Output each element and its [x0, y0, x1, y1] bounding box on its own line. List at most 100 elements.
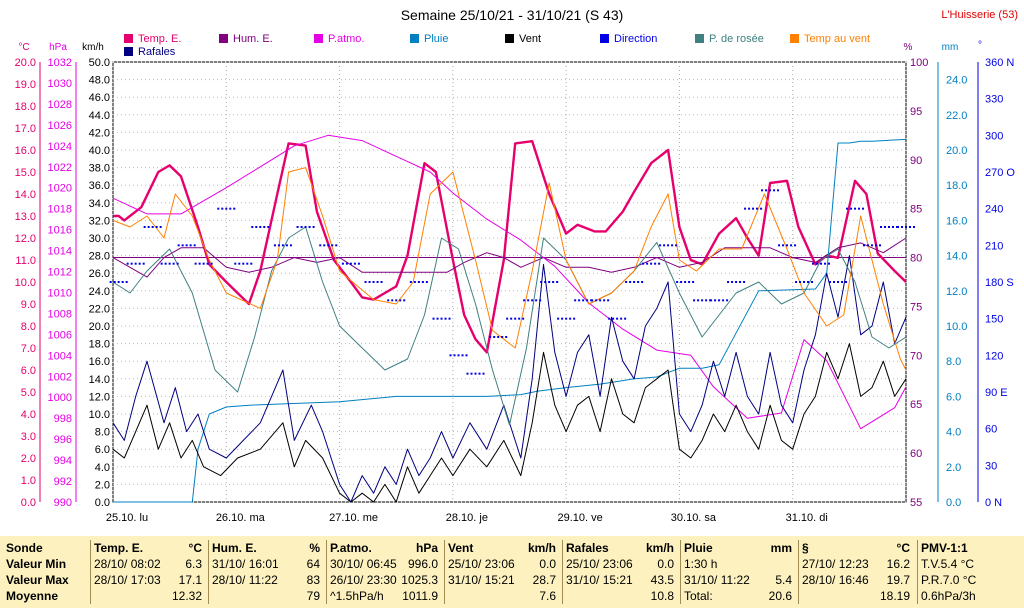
min-time: 30/10/ 06:45 — [330, 557, 397, 571]
series-line-vent — [112, 343, 907, 503]
direction-point — [417, 281, 420, 283]
humidity-unit: % — [904, 42, 913, 53]
max-value: 43.5 — [650, 573, 674, 587]
column-name: Hum. E. — [212, 541, 257, 555]
rain-tick-label: 16.0 — [946, 215, 967, 227]
summary-column: Pluie mm 1:30 h 31/10/ 11:22 5.4 Total: 20.6 — [684, 540, 796, 604]
rain-tick-label: 0.0 — [946, 497, 961, 509]
wind-tick-label: 0.0 — [95, 497, 110, 509]
direction-point — [765, 189, 768, 192]
wind-tick-label: 16.0 — [89, 356, 110, 368]
direction-point — [238, 262, 241, 265]
direction-point — [616, 317, 619, 320]
direction-point — [578, 299, 581, 302]
direction-point — [478, 372, 481, 375]
series-line-rafales — [112, 255, 907, 503]
temp-tick-label: 9.0 — [21, 299, 36, 311]
x-axis-labels: 25.10. lu 26.10. ma 27.10. me 28.10. je 29.1… — [106, 512, 828, 524]
humidity-tick-label: 75 — [910, 301, 922, 313]
direction-point — [246, 262, 249, 265]
humidity-tick-label: 65 — [910, 399, 922, 411]
direction-point — [888, 226, 891, 228]
temp-tick-label: 4.0 — [21, 409, 36, 421]
direction-point — [833, 281, 836, 283]
direction-point — [281, 244, 284, 247]
pressure-tick-label: 1008 — [48, 308, 72, 320]
row-label-min: Valeur Min — [6, 557, 67, 571]
column-name: P.atmo. — [330, 541, 372, 555]
column-unit: °C — [188, 541, 202, 555]
direction-point — [461, 354, 464, 357]
direction-tick-label: 240 — [985, 204, 1003, 216]
temp-tick-label: 2.0 — [21, 453, 36, 465]
wind-tick-label: 2.0 — [95, 479, 110, 491]
max-time: 31/10/ 15:21 — [566, 573, 633, 587]
column-name: Pluie — [684, 541, 713, 555]
summary-row-labels: Sonde Valeur Min Valeur Max Moyenne — [6, 540, 88, 604]
direction-tick-label: 270 O — [985, 167, 1015, 179]
min-value: 16.2 — [886, 557, 910, 571]
direction-point — [440, 317, 443, 320]
temp-tick-label: 0.0 — [21, 497, 36, 509]
direction-point — [497, 336, 500, 338]
direction-point — [527, 299, 530, 302]
station-name: L'Huisserie (53) — [941, 9, 1018, 21]
direction-point — [658, 262, 661, 265]
legend-label: Temp. E. — [138, 33, 181, 45]
direction-point — [790, 244, 793, 247]
avg-value: 18.19 — [879, 589, 910, 603]
pressure-tick-label: 1010 — [48, 287, 72, 299]
direction-point — [391, 299, 394, 302]
direction-tick-label: 330 — [985, 94, 1003, 106]
direction-point — [482, 372, 485, 375]
direction-point — [756, 207, 759, 210]
pressure-tick-label: 1000 — [48, 392, 72, 404]
direction-point — [692, 281, 695, 283]
avg-value: 12.32 — [171, 589, 202, 603]
rain-tick-label: 10.0 — [946, 321, 967, 333]
column-name: § — [802, 541, 809, 555]
temp-tick-label: 6.0 — [21, 365, 36, 377]
wind-tick-label: 26.0 — [89, 268, 110, 280]
avg-value: 1011.9 — [402, 589, 438, 603]
direction-point — [629, 281, 632, 283]
direction-point — [470, 372, 473, 375]
direction-point — [117, 281, 120, 283]
direction-point — [255, 226, 258, 228]
avg-value: 7.6 — [539, 589, 556, 603]
rain-tick-label: 18.0 — [946, 180, 967, 192]
legend-swatch — [790, 34, 799, 43]
direction-point — [748, 207, 751, 210]
wind-tick-label: 4.0 — [95, 462, 110, 474]
direction-point — [624, 317, 627, 320]
wind-tick-label: 8.0 — [95, 427, 110, 439]
direction-point — [138, 262, 141, 265]
direction-point — [130, 262, 133, 265]
max-value: 17.1 — [178, 573, 202, 587]
direction-point — [380, 281, 383, 283]
summary-column: Vent km/h 25/10/ 23:06 0.0 31/10/ 15:21 28.7 7… — [448, 540, 560, 604]
direction-point — [726, 299, 729, 302]
legend-label: Vent — [519, 33, 541, 45]
row-label-max: Valeur Max — [6, 573, 69, 587]
wind-tick-label: 20.0 — [89, 321, 110, 333]
direction-point — [901, 226, 903, 228]
wind-tick-label: 12.0 — [89, 391, 110, 403]
direction-point — [304, 226, 307, 228]
direction-point — [739, 281, 742, 283]
direction-point — [221, 207, 224, 210]
direction-point — [858, 207, 861, 210]
series-line-p-atmo — [112, 134, 907, 430]
direction-point — [608, 317, 611, 320]
pressure-tick-label: 1018 — [48, 204, 72, 216]
direction-point — [633, 281, 636, 283]
direction-point — [557, 317, 560, 320]
legend-label: P. de rosée — [709, 33, 764, 45]
direction-point — [289, 244, 292, 247]
column-unit: km/h — [527, 541, 556, 555]
direction-point — [457, 354, 460, 357]
direction-point — [242, 262, 245, 265]
direction-tick-label: 210 — [985, 240, 1003, 252]
direction-tick-label: 90 E — [985, 387, 1008, 399]
series-line-temp-e — [113, 139, 907, 354]
